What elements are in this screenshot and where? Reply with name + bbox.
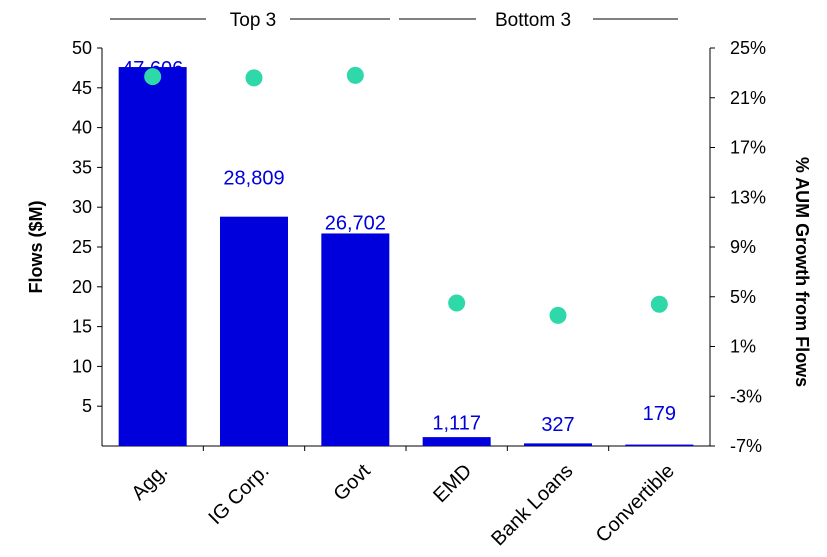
category-label: Bank Loans bbox=[487, 460, 577, 550]
left-tick-label: 15 bbox=[72, 317, 92, 337]
bar bbox=[524, 443, 592, 446]
growth-dot bbox=[144, 68, 161, 85]
growth-dot bbox=[246, 69, 263, 86]
bar bbox=[625, 445, 693, 447]
right-tick-label: 21% bbox=[730, 88, 766, 108]
right-tick-label: -3% bbox=[730, 386, 762, 406]
left-tick-label: 10 bbox=[72, 356, 92, 376]
right-tick-label: 17% bbox=[730, 138, 766, 158]
bar bbox=[220, 217, 288, 446]
bar bbox=[423, 437, 491, 446]
data-label: 327 bbox=[541, 414, 574, 436]
left-tick-label: 30 bbox=[72, 197, 92, 217]
right-tick-label: 9% bbox=[730, 237, 756, 257]
bar bbox=[321, 233, 389, 446]
left-tick-label: 5 bbox=[82, 396, 92, 416]
left-tick-label: 20 bbox=[72, 277, 92, 297]
category-label: IG Corp. bbox=[205, 460, 274, 529]
bar bbox=[119, 67, 187, 446]
category-label: EMD bbox=[429, 460, 476, 507]
data-label: 1,117 bbox=[432, 413, 481, 435]
right-tick-label: 13% bbox=[730, 187, 766, 207]
category-label: Convertible bbox=[592, 460, 679, 547]
left-tick-label: 40 bbox=[72, 118, 92, 138]
left-tick-label: 45 bbox=[72, 78, 92, 98]
growth-dot bbox=[651, 296, 668, 313]
data-label: 179 bbox=[643, 403, 676, 425]
growth-dot bbox=[347, 67, 364, 84]
group-label-top: Top 3 bbox=[230, 10, 276, 31]
growth-dot bbox=[448, 294, 465, 311]
right-tick-label: 1% bbox=[730, 337, 756, 357]
left-tick-label: 50 bbox=[72, 38, 92, 58]
right-tick-label: 5% bbox=[730, 287, 756, 307]
data-label: 26,702 bbox=[325, 212, 386, 234]
y-axis-title-right: % AUM Growth from Flows bbox=[792, 157, 812, 387]
category-label: Govt bbox=[329, 460, 375, 506]
left-tick-label: 35 bbox=[72, 157, 92, 177]
y-axis-title-left: Flows ($M) bbox=[26, 200, 46, 293]
left-tick-label: 25 bbox=[72, 237, 92, 257]
category-label: Agg. bbox=[128, 460, 173, 505]
data-label: 28,809 bbox=[223, 168, 284, 190]
growth-dot bbox=[550, 307, 567, 324]
right-tick-label: 25% bbox=[730, 38, 766, 58]
right-tick-label: -7% bbox=[730, 436, 762, 456]
group-label-bottom: Bottom 3 bbox=[495, 10, 571, 31]
